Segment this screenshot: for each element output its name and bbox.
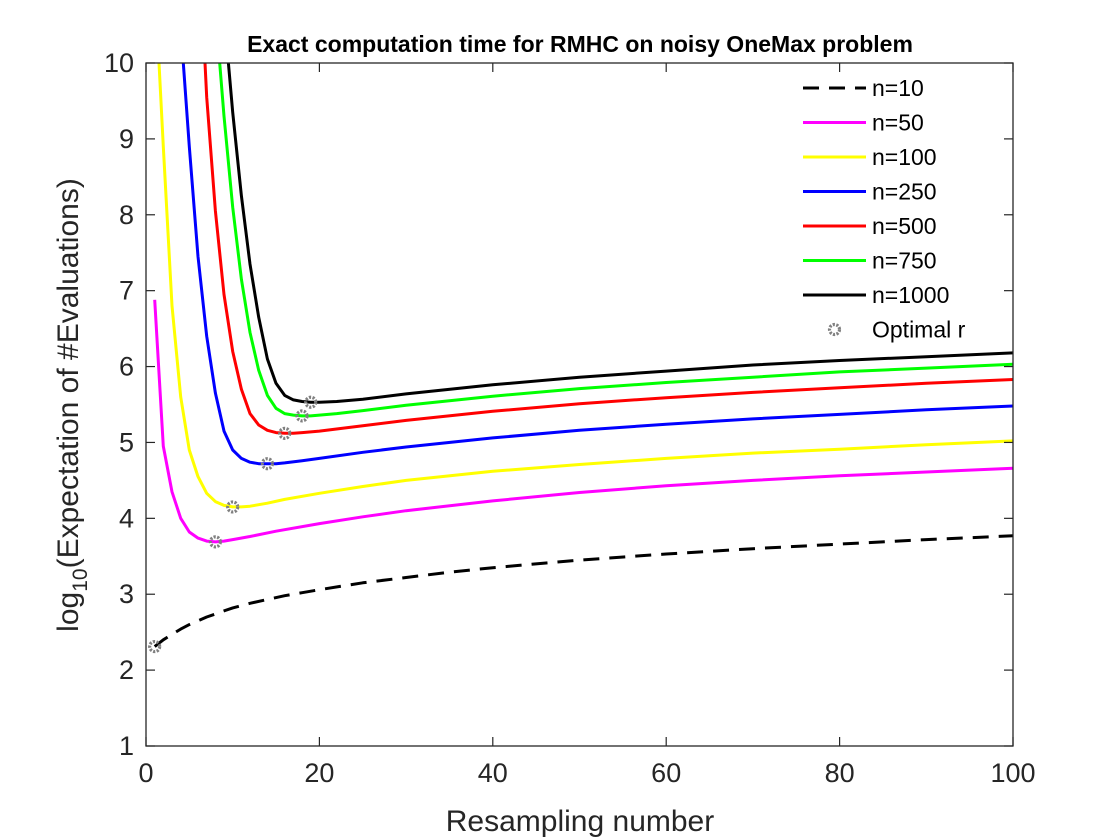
optimal-r-marker bbox=[278, 426, 292, 440]
legend-label-n-750: n=750 bbox=[872, 248, 937, 274]
series-line-n-10 bbox=[153, 534, 1014, 648]
series-line-n-100 bbox=[157, 62, 1014, 509]
optimal-r-marker bbox=[260, 457, 274, 471]
series-line-n-50 bbox=[153, 299, 1014, 544]
legend-label-n-500: n=500 bbox=[872, 213, 937, 239]
legend-label-n-1000: n=1000 bbox=[872, 282, 949, 308]
series-line-n-500 bbox=[203, 62, 1014, 435]
axis-ticks: 0 20 40 60 80 100 1 2 3 4 5 6 7 8 9 10 bbox=[104, 48, 1036, 788]
axes-box bbox=[145, 62, 1014, 747]
y-axis-label-rest: (Expectation of #Evaluations) bbox=[52, 178, 85, 568]
y-tick-label: 10 bbox=[104, 48, 134, 78]
x-tick-label: 20 bbox=[304, 758, 334, 788]
legend-label-n-10: n=10 bbox=[872, 75, 924, 101]
y-tick-label: 4 bbox=[119, 503, 134, 533]
optimal-r-marker bbox=[226, 500, 240, 514]
y-tick-label: 5 bbox=[119, 427, 134, 457]
y-tick-label: 9 bbox=[119, 124, 134, 154]
y-tick-label: 1 bbox=[119, 731, 134, 761]
optimal-points-layer bbox=[148, 395, 318, 654]
legend-label-n-100: n=100 bbox=[872, 144, 937, 170]
chart-title: Exact computation time for RMHC on noisy… bbox=[247, 31, 913, 57]
legend-label-n-250: n=250 bbox=[872, 179, 937, 205]
x-axis-label: Resampling number bbox=[446, 805, 714, 838]
optimal-r-marker bbox=[208, 535, 222, 549]
y-axis-label-prefix: log bbox=[52, 592, 85, 632]
optimal-r-marker bbox=[148, 639, 162, 654]
legend-label-n-50: n=50 bbox=[872, 110, 924, 136]
legend: n=10 n=50 n=100 n=250 n=500 n=750 n=1000 Optima… bbox=[803, 75, 966, 343]
x-tick-label: 100 bbox=[990, 758, 1035, 788]
y-axis-label-subscript: 10 bbox=[69, 568, 92, 591]
optimal-r-marker bbox=[295, 409, 309, 423]
series-line-n-250 bbox=[181, 62, 1014, 466]
y-tick-label: 7 bbox=[119, 276, 134, 306]
series-line-n-750 bbox=[218, 62, 1014, 418]
y-tick-label: 3 bbox=[119, 579, 134, 609]
x-tick-label: 60 bbox=[651, 758, 681, 788]
y-tick-label: 8 bbox=[119, 200, 134, 230]
x-tick-label: 0 bbox=[138, 758, 153, 788]
y-axis-label: log10(Expectation of #Evaluations) bbox=[52, 178, 92, 632]
y-tick-label: 6 bbox=[119, 352, 134, 382]
x-tick-label: 40 bbox=[478, 758, 508, 788]
x-tick-label: 80 bbox=[825, 758, 855, 788]
y-tick-label: 2 bbox=[119, 655, 134, 685]
optimal-r-marker bbox=[304, 395, 318, 409]
legend-label-optimal-r: Optimal r bbox=[872, 317, 966, 343]
legend-swatch-optimal-r bbox=[827, 322, 842, 337]
